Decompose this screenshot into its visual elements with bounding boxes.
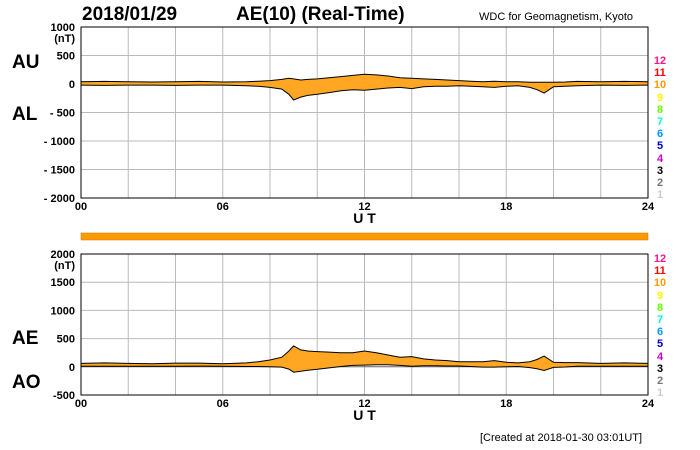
legend-station-10: 10 — [653, 79, 667, 92]
plot-frame — [80, 26, 649, 199]
created-timestamp: [Created at 2018-01-30 03:01UT] — [480, 432, 643, 444]
y-tick-label: 0 — [69, 79, 75, 91]
legend-station-11: 11 — [654, 67, 666, 80]
legend-station-4: 4 — [656, 152, 664, 165]
al-label: AL — [12, 104, 38, 125]
x-axis-label: U T — [353, 210, 376, 226]
legend-station-7: 7 — [656, 313, 664, 326]
x-tick-label: 00 — [75, 201, 87, 213]
y-tick-label: - 1500 — [44, 165, 75, 177]
series-line-au — [80, 73, 649, 83]
legend-station-9: 9 — [656, 289, 664, 302]
chart-date: 2018/01/29 — [82, 4, 178, 25]
x-tick-label: 18 — [500, 201, 512, 213]
legend-station-3: 3 — [656, 164, 664, 177]
legend-station-7: 7 — [656, 115, 664, 128]
x-tick-label: 00 — [75, 398, 87, 410]
x-tick-label: 24 — [642, 201, 655, 213]
au-label: AU — [12, 52, 40, 73]
y-unit-label: (nT) — [54, 33, 75, 45]
x-tick-label: 06 — [217, 201, 229, 213]
legend-station-11: 11 — [654, 265, 666, 278]
y-tick-label: 1000 — [51, 22, 75, 34]
chart-title: AE(10) (Real-Time) — [236, 4, 405, 25]
band-fill-au-al — [81, 74, 648, 100]
x-tick-label: 18 — [500, 398, 512, 410]
series-line-ao — [81, 364, 648, 373]
y-tick-label: 1500 — [51, 277, 75, 289]
x-tick-label: 12 — [358, 201, 370, 213]
y-tick-label: 500 — [57, 51, 75, 63]
y-tick-label: - 2000 — [44, 193, 75, 205]
x-tick-label: 24 — [642, 398, 655, 410]
station-legend-bottom: 12 11 10 9 8 7 6 5 4 3 2 1 — [650, 253, 670, 399]
y-tick-label: 500 — [57, 334, 75, 346]
plot-frame — [80, 253, 649, 396]
legend-station-8: 8 — [656, 301, 664, 314]
legend-station-1: 1 — [656, 387, 664, 400]
legend-station-12: 12 — [653, 253, 667, 265]
ao-label: AO — [12, 372, 41, 393]
y-tick-label: - 1000 — [44, 136, 75, 148]
legend-station-6: 6 — [656, 326, 664, 339]
legend-station-8: 8 — [656, 103, 664, 116]
legend-station-12: 12 — [653, 55, 667, 67]
data-status-bar — [80, 232, 649, 241]
legend-station-5: 5 — [656, 338, 664, 351]
y-unit-label: (nT) — [54, 260, 75, 272]
legend-station-5: 5 — [656, 140, 664, 153]
legend-station-10: 10 — [653, 277, 667, 290]
station-legend-top: 12 11 10 9 8 7 6 5 4 3 2 1 — [650, 55, 670, 201]
legend-station-4: 4 — [656, 350, 664, 363]
ae-label: AE — [12, 328, 39, 349]
band-fill-ae-ao — [81, 345, 648, 373]
y-tick-label: 1000 — [51, 305, 75, 317]
legend-station-3: 3 — [656, 362, 664, 375]
legend-station-1: 1 — [656, 189, 664, 202]
series-line-al — [80, 84, 649, 101]
institution-label: WDC for Geomagnetism, Kyoto — [479, 11, 634, 23]
x-tick-label: 12 — [358, 398, 370, 410]
y-tick-label: 0 — [69, 362, 75, 374]
x-axis-label: U T — [353, 407, 376, 423]
x-tick-label: 06 — [217, 398, 229, 410]
y-tick-label: 2000 — [51, 249, 75, 261]
legend-station-2: 2 — [656, 176, 664, 189]
y-tick-label: -500 — [53, 390, 75, 402]
legend-station-2: 2 — [656, 374, 664, 387]
y-tick-label: - 500 — [50, 108, 75, 120]
series-line-ae — [80, 345, 649, 365]
legend-station-6: 6 — [656, 128, 664, 141]
legend-station-9: 9 — [656, 91, 664, 104]
